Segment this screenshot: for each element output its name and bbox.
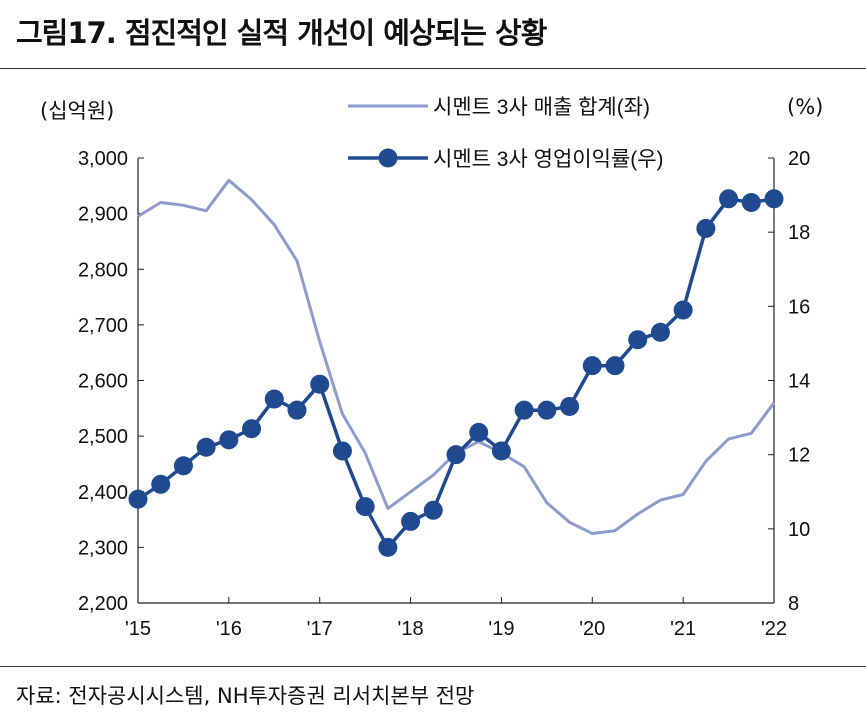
series-marker-margin xyxy=(355,497,375,517)
series-marker-margin xyxy=(332,441,352,461)
right-axis-tick-label: 12 xyxy=(788,445,810,467)
chart-area: 2,200 2,300 2,400 2,500 2,600 2,700 2,800 2,900… xyxy=(78,96,810,640)
left-axis-tick-label: 2,500 xyxy=(78,426,128,448)
x-axis-tick-label: '19 xyxy=(488,618,514,640)
left-axis-tick-label: 2,300 xyxy=(78,537,128,559)
left-axis-unit: (십억원) xyxy=(40,99,115,123)
series-marker-margin xyxy=(764,189,784,209)
series-marker-margin xyxy=(741,193,761,212)
series-marker-margin xyxy=(128,489,148,509)
figure-title: 그림17. 점진적인 실적 개선이 예상되는 상황 xyxy=(16,16,547,50)
right-axis-tick-label: 18 xyxy=(788,222,810,244)
left-axis-tick-label: 2,700 xyxy=(78,315,128,337)
x-axis-tick-label: '20 xyxy=(579,618,605,640)
series-marker-margin xyxy=(719,189,739,209)
series-marker-margin xyxy=(264,389,284,409)
source-note: 자료: 전자공시시스템, NH투자증권 리서치본부 전망 xyxy=(16,684,475,708)
series-marker-margin xyxy=(673,300,693,320)
series-marker-margin xyxy=(401,511,421,531)
series-marker-margin xyxy=(560,396,580,416)
series-marker-margin xyxy=(242,419,262,439)
top-divider xyxy=(0,68,866,69)
series-marker-margin xyxy=(219,430,239,450)
series-marker-margin xyxy=(605,356,625,376)
right-axis-tick-label: 8 xyxy=(788,593,799,615)
series-marker-margin xyxy=(196,437,216,457)
series-marker-margin xyxy=(151,474,171,494)
x-axis-tick-label: '22 xyxy=(761,618,787,640)
series-marker-margin xyxy=(491,441,511,461)
right-axis-unit: (%) xyxy=(787,95,824,119)
x-axis-tick-label: '15 xyxy=(125,618,151,640)
series-marker-margin xyxy=(696,218,716,238)
right-axis-tick-label: 16 xyxy=(788,296,810,318)
left-axis-tick-label: 3,000 xyxy=(78,148,128,170)
legend-label-margin: 시멘트 3사 영업이익률(우) xyxy=(433,148,664,171)
left-axis-tick-label: 2,200 xyxy=(78,593,128,615)
series-marker-margin xyxy=(423,500,443,520)
legend-label-sales: 시멘트 3사 매출 합계(좌) xyxy=(433,96,650,119)
legend-marker-margin xyxy=(378,148,398,168)
series-marker-margin xyxy=(514,400,534,420)
right-axis-tick-label: 14 xyxy=(788,371,810,393)
series-marker-margin xyxy=(537,400,557,420)
series-marker-margin xyxy=(310,374,330,394)
x-axis-tick-label: '21 xyxy=(670,618,696,640)
series-marker-margin xyxy=(446,445,466,465)
series-marker-margin xyxy=(582,356,602,376)
right-axis-tick-label: 20 xyxy=(788,148,810,170)
x-axis-tick-label: '16 xyxy=(216,618,242,640)
bottom-divider xyxy=(0,666,866,667)
left-axis-tick-label: 2,900 xyxy=(78,204,128,226)
x-axis-tick-label: '17 xyxy=(307,618,333,640)
series-marker-margin xyxy=(469,422,489,442)
left-axis-tick-label: 2,600 xyxy=(78,371,128,393)
right-axis-tick-label: 10 xyxy=(788,519,810,541)
left-axis-tick-label: 2,400 xyxy=(78,482,128,504)
series-marker-margin xyxy=(378,537,398,557)
left-axis-tick-label: 2,800 xyxy=(78,259,128,281)
series-marker-margin xyxy=(173,456,193,476)
series-marker-margin xyxy=(650,322,670,342)
series-marker-margin xyxy=(628,330,648,350)
series-marker-margin xyxy=(287,400,307,420)
x-axis-tick-label: '18 xyxy=(398,618,424,640)
series-line-sales xyxy=(137,178,776,535)
